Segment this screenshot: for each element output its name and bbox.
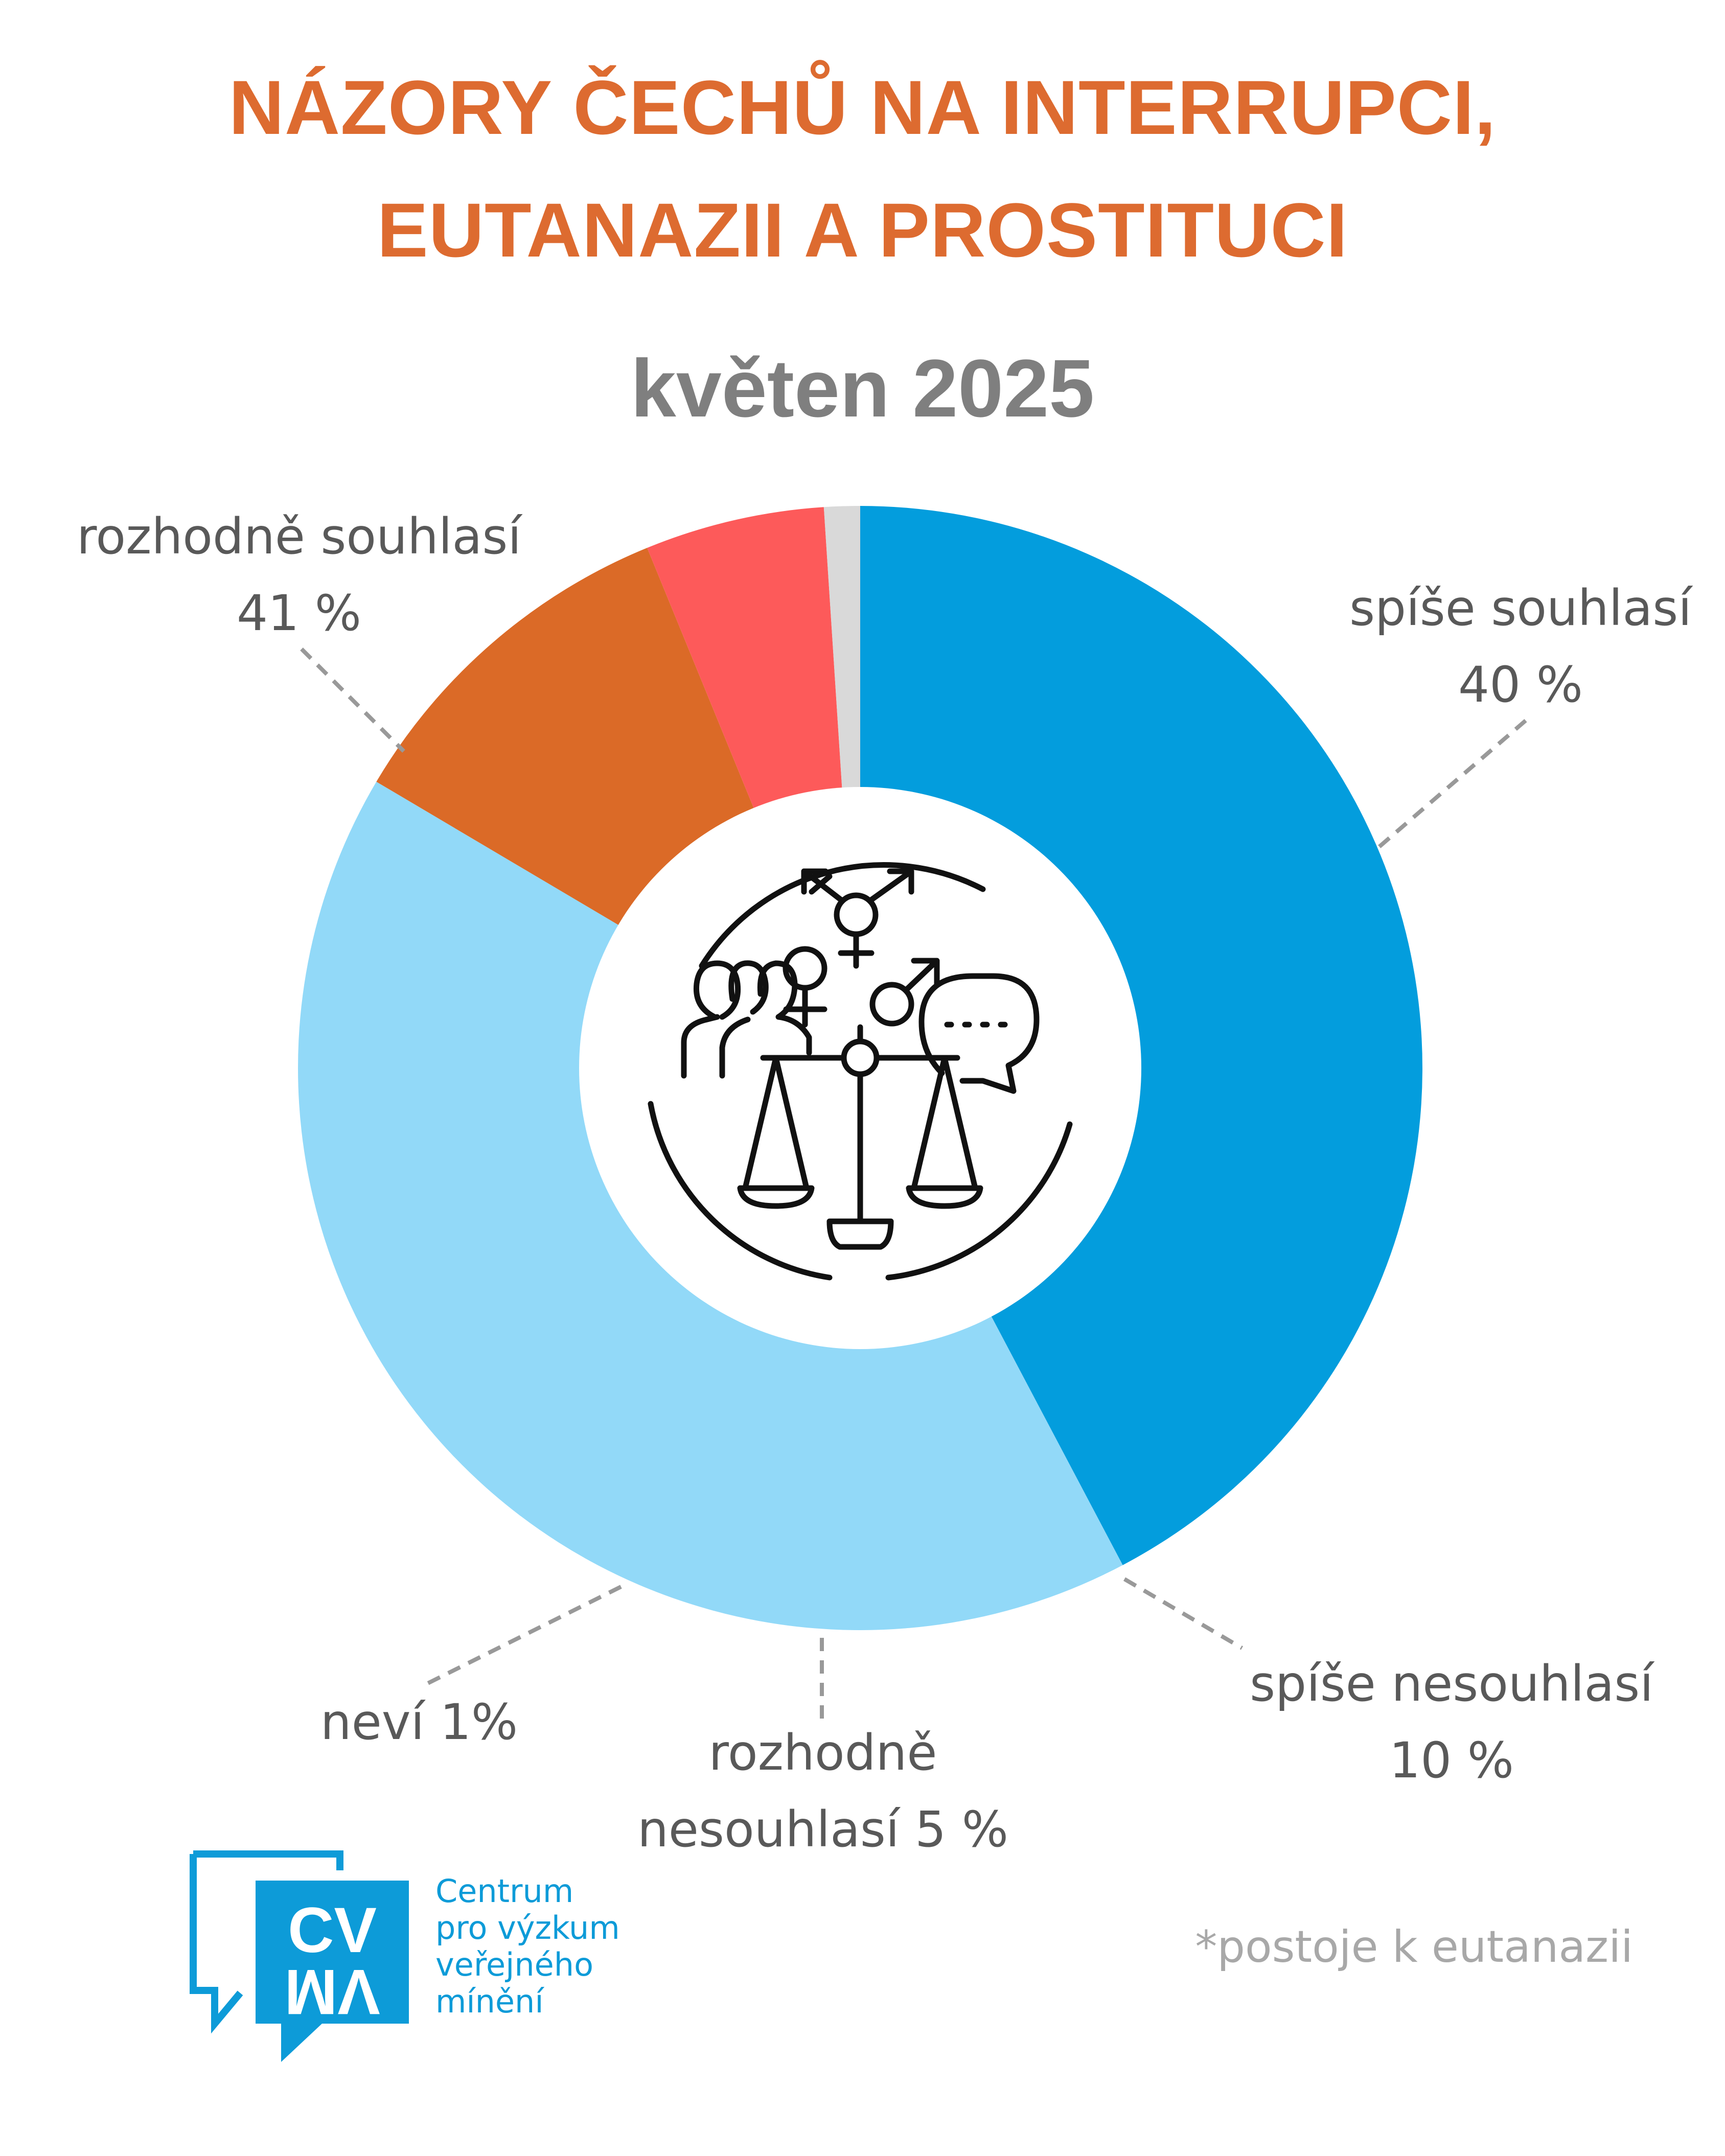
label-nevi: neví 1% (286, 1684, 552, 1760)
donut-hole (579, 787, 1141, 1349)
icon-ring-arc-right (885, 1121, 1073, 1281)
footnote: *postoje k eutanazii (1195, 1921, 1633, 1973)
label-spise-nesouhlasi-value: 10 % (1389, 1732, 1514, 1789)
label-spise-souhlasi: spíše souhlasí 40 % (1324, 570, 1717, 723)
label-rozhodne-nesouhlasi: rozhodně nesouhlasí 5 % (603, 1714, 1043, 1868)
logo-line-1: Centrum (435, 1872, 574, 1910)
label-nevi-text: neví 1% (320, 1694, 518, 1751)
title-line-2: EUTANAZII A PROSTITUCI (377, 187, 1348, 273)
label-rozhodne-nesouhlasi-value: nesouhlasí 5 % (637, 1801, 1008, 1858)
logo-letters-bottom: VM (284, 1956, 380, 2027)
leader-line-spise-nesouhlasi (1123, 1577, 1244, 1650)
label-spise-souhlasi-name: spíše souhlasí (1349, 579, 1692, 637)
label-rozhodne-nesouhlasi-name: rozhodně (708, 1724, 937, 1781)
label-rozhodne-souhlasi-value: 41 % (237, 585, 361, 642)
logo-line-3: veřejného (435, 1946, 594, 1983)
label-spise-nesouhlasi-name: spíše nesouhlasí (1250, 1655, 1653, 1712)
leader-lines (300, 647, 1527, 1722)
people-icon (681, 960, 812, 1079)
male-icon (869, 958, 940, 1027)
leader-line-spise-souhlasi (1376, 718, 1527, 850)
logo-text: Centrum pro výzkum veřejného mínění (435, 1873, 620, 2020)
logo-bubble-fill (256, 1881, 409, 2062)
scales-of-justice-icon (737, 1024, 983, 1250)
label-rozhodne-souhlasi-name: rozhodně souhlasí (76, 508, 522, 565)
chart-subtitle: květen 2025 (630, 342, 1095, 434)
logo-bubble-outline (190, 1850, 343, 2034)
leader-line-rozhodne-souhlasi (300, 647, 405, 753)
leader-line-nevi (421, 1585, 622, 1688)
cvvm-logo: CV VM (190, 1850, 409, 2062)
logo-line-4: mínění (435, 1983, 544, 2020)
label-spise-nesouhlasi: spíše nesouhlasí 10 % (1222, 1645, 1682, 1799)
chart-title: NÁZORY ČECHŮ NA INTERRUPCI, EUTANAZII A … (0, 46, 1725, 291)
title-line-1: NÁZORY ČECHŮ NA INTERRUPCI, (228, 64, 1497, 150)
transgender-icon (801, 868, 914, 969)
logo-line-2: pro výzkum (435, 1909, 620, 1946)
speech-bubble-icon (918, 973, 1040, 1094)
label-rozhodne-souhlasi: rozhodně souhlasí 41 % (49, 498, 549, 652)
ethics-gender-scales-icon (648, 862, 1073, 1281)
logo-letters-top: CV (288, 1895, 377, 1966)
icon-ring-arc-left (648, 1101, 833, 1281)
label-spise-souhlasi-value: 40 % (1458, 656, 1583, 713)
